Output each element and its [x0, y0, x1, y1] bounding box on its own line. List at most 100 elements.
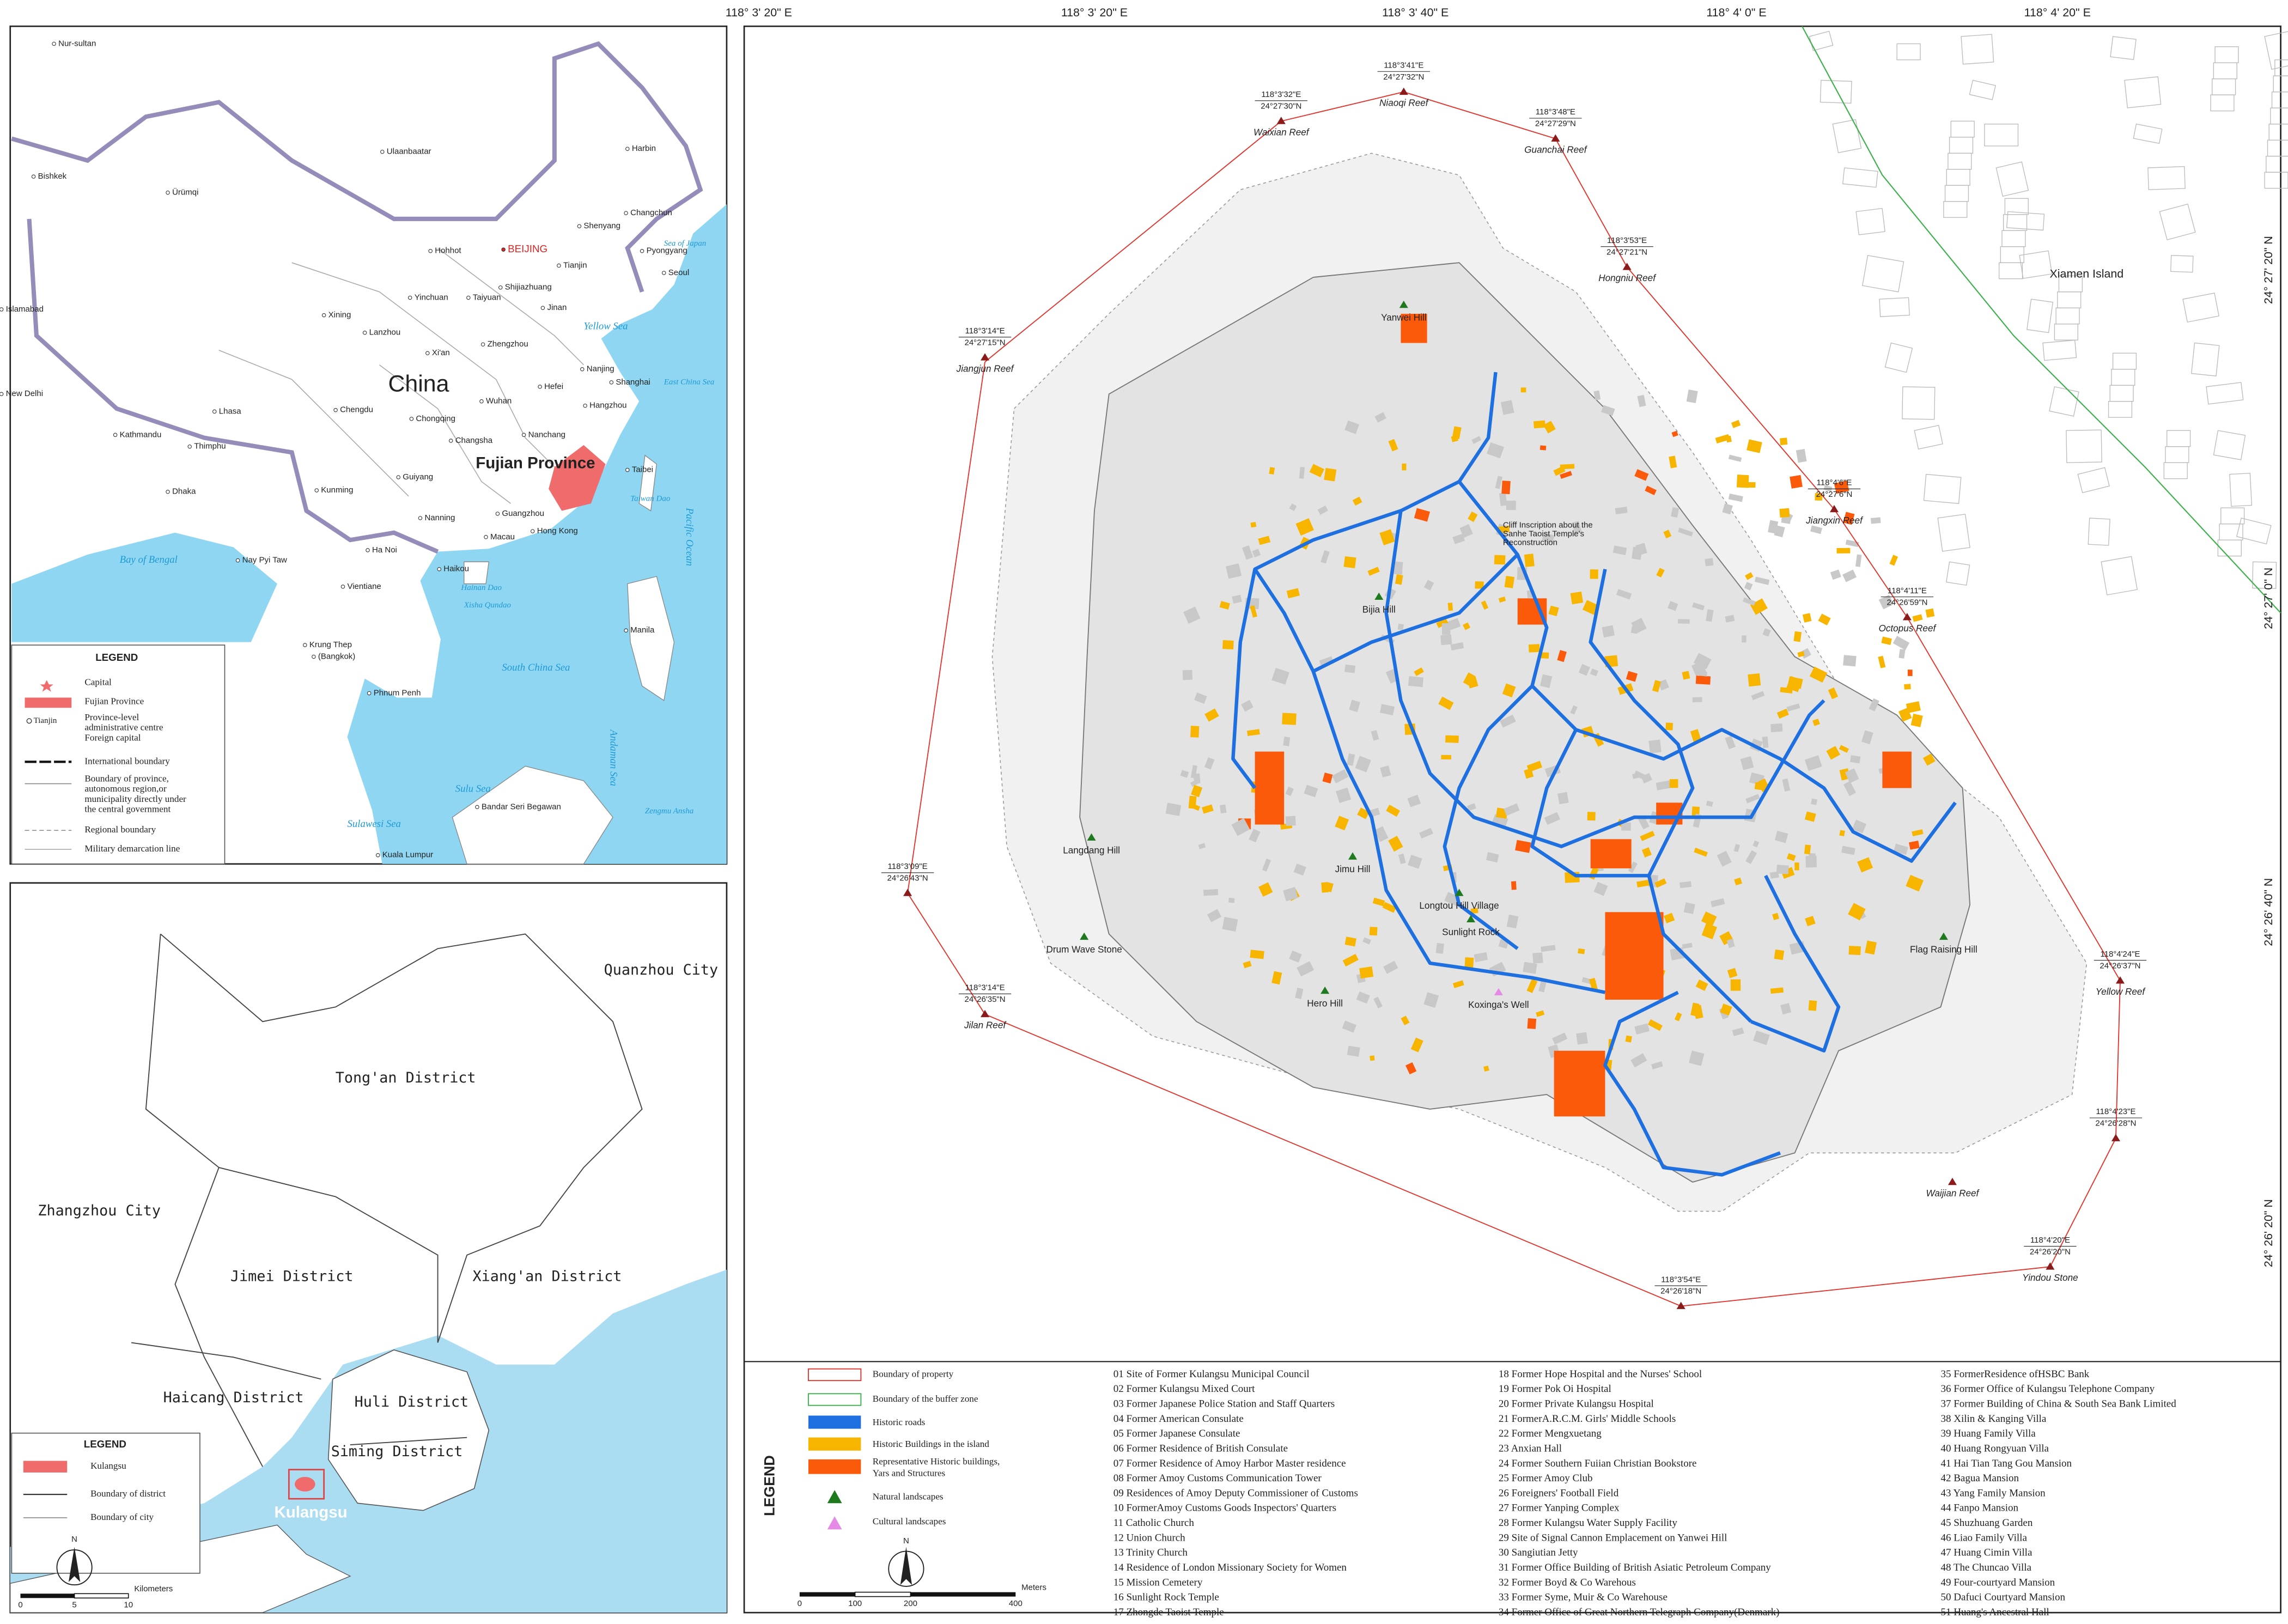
building — [1699, 671, 1708, 677]
legend-entry: Boundary of district — [90, 1488, 166, 1499]
building — [1536, 1010, 1545, 1017]
scale-label: 5 — [72, 1601, 76, 1610]
reef-latitude: 24°26'18"N — [1660, 1287, 1701, 1296]
road — [1530, 728, 1649, 878]
street-block — [1842, 167, 1878, 188]
building — [1388, 836, 1403, 852]
building — [1730, 979, 1741, 991]
building — [1828, 687, 1839, 700]
building — [1674, 1012, 1682, 1021]
site-entry: 15 Mission Cemetery — [1113, 1577, 1203, 1588]
building — [1471, 436, 1482, 444]
building — [1630, 1053, 1647, 1068]
building — [1193, 773, 1201, 784]
building — [1438, 696, 1454, 710]
building — [1252, 549, 1261, 558]
city-dot — [407, 295, 412, 300]
place-label: Longtou Hill Village — [1419, 900, 1499, 911]
reef-latitude: 24°26'59"N — [1887, 598, 1927, 607]
site-entry: 46 Liao Family Villa — [1941, 1532, 2028, 1543]
building — [1504, 575, 1515, 588]
city-dot — [409, 417, 414, 421]
reef-longitude: 118°4'11"E — [1888, 586, 1927, 595]
district-label: Xiang'an District — [472, 1268, 622, 1285]
building — [1578, 948, 1585, 954]
street-block — [2210, 94, 2235, 112]
latitude-label: 24° 26' 40" N — [2262, 878, 2275, 946]
building — [1560, 464, 1575, 470]
natural-landscape — [1466, 915, 1476, 923]
building — [1249, 829, 1261, 843]
building — [1907, 670, 1913, 676]
place-label: Sunlight Rock — [1442, 926, 1500, 937]
place-label: New Delhi — [6, 389, 43, 398]
building — [1165, 802, 1182, 816]
building — [1373, 996, 1383, 1008]
road — [1443, 684, 1534, 950]
building — [1855, 554, 1862, 567]
building — [1751, 691, 1765, 701]
city-dot — [303, 643, 307, 647]
building — [1589, 977, 1598, 991]
building — [1459, 524, 1473, 538]
street-block — [2236, 518, 2272, 545]
building — [1219, 601, 1230, 610]
annotation: Cliff Inscription about the — [1503, 520, 1593, 530]
building — [1786, 703, 1800, 712]
place-label: Islamabad — [6, 305, 44, 314]
site-entry: 20 Former Private Kulangsu Hospital — [1499, 1398, 1654, 1409]
street-block — [2159, 203, 2196, 241]
building — [1532, 952, 1543, 964]
reef-longitude: 118°4'24"E — [2100, 950, 2140, 959]
place-label: Shanghai — [616, 378, 650, 387]
scale-label: 10 — [124, 1601, 133, 1610]
north-label: N — [903, 1536, 909, 1546]
building — [1701, 911, 1717, 927]
place-label: Bishkek — [38, 172, 67, 181]
building — [1701, 923, 1717, 940]
street-block — [2124, 76, 2162, 108]
building — [1669, 779, 1678, 788]
representative-building — [1605, 912, 1664, 1000]
building — [1692, 697, 1702, 703]
reef-longitude: 118°3'14"E — [965, 326, 1005, 336]
building — [1842, 569, 1857, 582]
place-label: Nur-sultan — [58, 39, 96, 48]
boundary — [291, 262, 555, 467]
city-dot — [625, 147, 630, 151]
north-arrow — [888, 1547, 924, 1587]
site-entry: 38 Xilin & Kanging Villa — [1941, 1413, 2047, 1425]
legend-entry: Fujian Province — [84, 696, 144, 706]
city-dot — [521, 433, 526, 437]
boundary — [350, 1437, 467, 1445]
building — [1912, 614, 1923, 622]
building — [1654, 878, 1667, 888]
building — [1382, 902, 1397, 913]
legend-entry: Province-level — [84, 712, 139, 722]
building — [1878, 655, 1886, 668]
district-label: Tong'an District — [336, 1069, 476, 1086]
site-entry: 37 Former Building of China & South Sea … — [1941, 1398, 2177, 1409]
building — [1538, 981, 1547, 993]
building — [1557, 650, 1567, 662]
bay-of-bengal — [11, 532, 277, 642]
building — [1293, 863, 1306, 876]
street-block — [1923, 473, 1962, 504]
site-entry: 08 Former Amoy Customs Communication Tow… — [1113, 1473, 1322, 1484]
reef-longitude: 118°3'53"E — [1607, 236, 1647, 245]
place-label: Lanzhou — [369, 328, 401, 337]
north-arrow — [56, 1547, 93, 1586]
city-dot — [425, 351, 430, 356]
building — [1352, 496, 1362, 506]
building — [1794, 862, 1799, 871]
scale-bar — [854, 1591, 911, 1597]
city-dot — [540, 306, 545, 310]
place-label: Flag Raising Hill — [1910, 944, 1977, 954]
building — [1848, 946, 1861, 956]
building — [1492, 814, 1508, 827]
city-dot — [580, 367, 585, 372]
building — [1222, 916, 1238, 932]
building — [1762, 628, 1771, 637]
building — [1904, 684, 1911, 690]
